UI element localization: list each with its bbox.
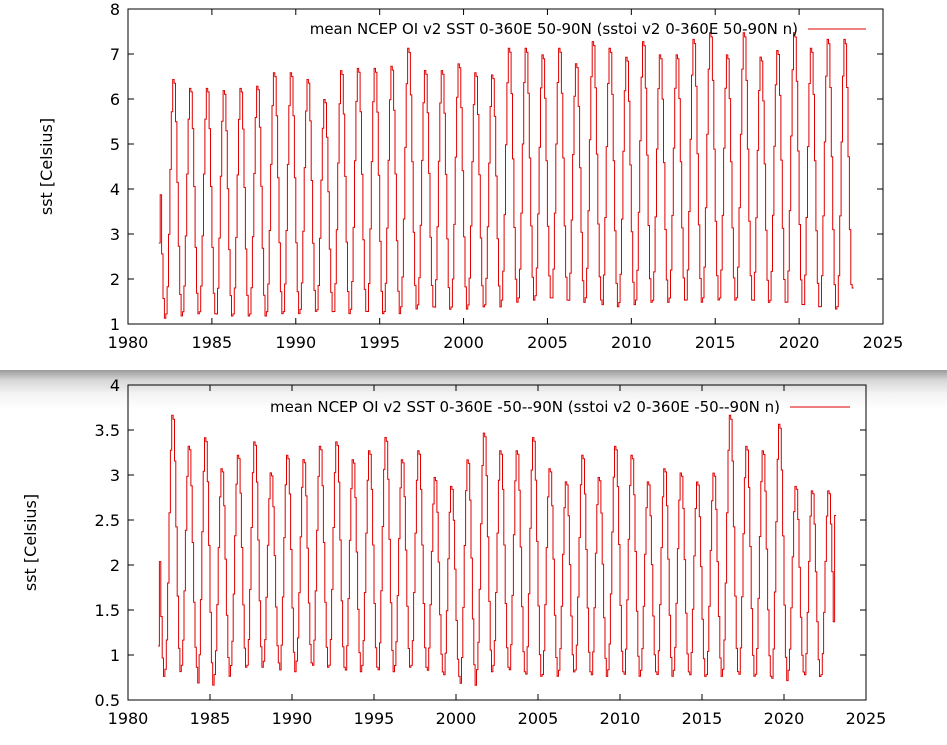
y-tick-label: 1.5 (95, 601, 120, 620)
x-tick-label: 1990 (272, 709, 313, 728)
x-tick-label: 2000 (443, 333, 484, 352)
x-tick-label: 2025 (846, 709, 887, 728)
sst-series-line (158, 414, 837, 686)
y-tick-label: 5 (110, 135, 120, 154)
x-tick-label: 2015 (682, 709, 723, 728)
y-tick-label: 2.5 (95, 511, 120, 530)
y-tick-label: 6 (110, 90, 120, 109)
chart-south-svg: 1980 1985 1990 1995 2000 2005 2010 2015 2020 2025… (21, 376, 887, 728)
x-tick-label: 2010 (600, 709, 641, 728)
y-tick-label: 3 (110, 225, 120, 244)
y-tick-label: 3 (110, 466, 120, 485)
x-tick-label: 2010 (611, 333, 652, 352)
sst-series-line (158, 32, 854, 319)
x-tick-label: 2005 (518, 709, 559, 728)
x-tick-label: 1995 (359, 333, 400, 352)
chart-panel-north: 1980 1985 1990 1995 2000 2005 2010 2015 2020 2025… (0, 0, 947, 370)
x-tick-label: 1980 (108, 709, 149, 728)
y-tick-label: 0.5 (95, 691, 120, 710)
x-tick-label: 2020 (764, 709, 805, 728)
x-tick-label: 1980 (108, 333, 149, 352)
y-tick-label: 1 (110, 315, 120, 334)
legend-label: mean NCEP OI v2 SST 0-360E -50--90N (sst… (270, 398, 780, 416)
x-tick-label: 1995 (354, 709, 395, 728)
chart-north-svg: 1980 1985 1990 1995 2000 2005 2010 2015 2020 2025… (37, 0, 904, 352)
y-tick-label: 4 (110, 180, 120, 199)
plot-frame (127, 384, 867, 701)
x-tick-label: 2020 (779, 333, 820, 352)
y-tick-label: 2 (110, 556, 120, 575)
legend-label: mean NCEP OI v2 SST 0-360E 50-90N (sstoi… (310, 20, 798, 38)
y-tick-label: 8 (110, 0, 120, 19)
y-tick-label: 1 (110, 646, 120, 665)
x-tick-label: 1985 (192, 333, 233, 352)
plot-frame (127, 8, 884, 325)
x-tick-label: 2005 (527, 333, 568, 352)
x-tick-label: 2015 (695, 333, 736, 352)
y-tick-label: 2 (110, 270, 120, 289)
y-axis-label: sst [Celsius] (21, 494, 40, 591)
x-tick-label: 2000 (436, 709, 477, 728)
chart-panel-south: 1980 1985 1990 1995 2000 2005 2010 2015 2020 2025… (0, 370, 947, 745)
y-axis-label: sst [Celsius] (37, 118, 56, 215)
x-tick-label: 2025 (863, 333, 904, 352)
y-tick-label: 4 (110, 376, 120, 395)
y-tick-label: 3.5 (95, 421, 120, 440)
x-tick-label: 1990 (275, 333, 316, 352)
y-tick-label: 7 (110, 45, 120, 64)
x-tick-label: 1985 (190, 709, 231, 728)
